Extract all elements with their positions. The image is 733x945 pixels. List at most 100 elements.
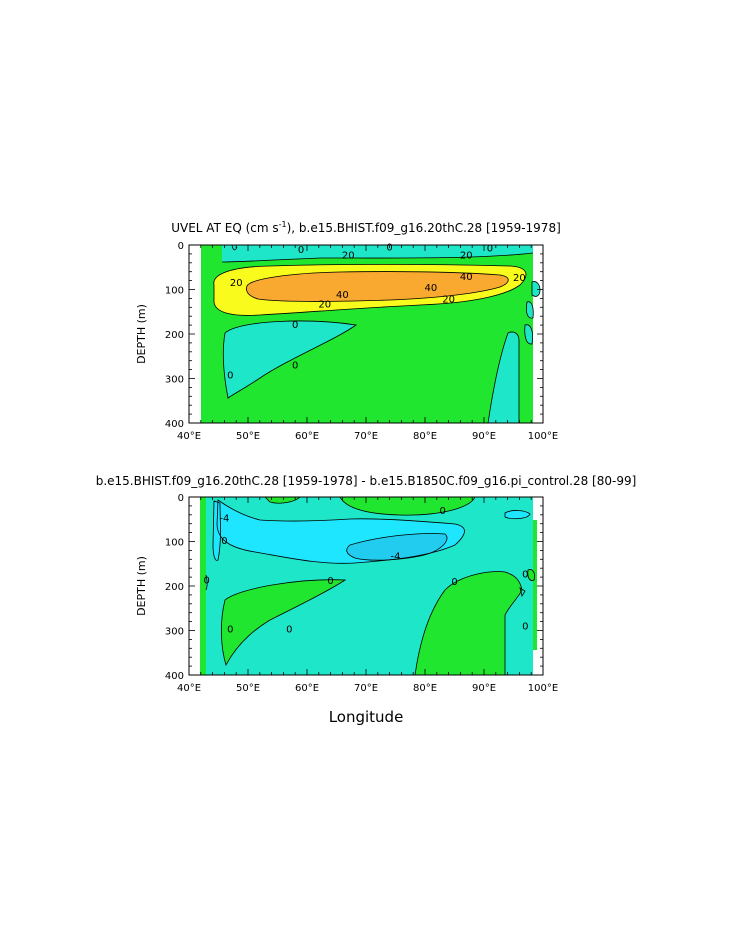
contour-label: 20 <box>442 294 455 305</box>
bottom-axes: 40°E 50°E 60°E 70°E 80°E 90°E 100°E 0 100 200 300 4… <box>165 493 558 694</box>
x-tick-label: 40°E <box>177 683 201 694</box>
top-axes: 40°E 50°E 60°E 70°E 80°E 90°E 100°E01002003004… <box>165 241 558 442</box>
contour-label: 40 <box>460 272 473 283</box>
bottom-panel-title: b.e15.BHIST.f09_g16.20thC.28 [1959-1978]… <box>96 474 637 488</box>
top-contour-40 <box>246 271 509 302</box>
bottom-fill-east-land <box>533 652 543 675</box>
x-tick-label: 80°E <box>413 683 437 694</box>
bottom-contour-0-margin <box>527 569 536 581</box>
bottom-fill-surface-positive-b <box>340 497 475 516</box>
top-title-suffix: ), b.e15.BHIST.f09_g16.20thC.28 [1959-19… <box>287 221 561 235</box>
contour-label: 0 <box>227 370 233 381</box>
top-contour-20 <box>213 264 527 316</box>
top-fill-east-blob-c <box>524 324 533 345</box>
contour-label: 20 <box>342 251 355 262</box>
bottom-fill-east-margin-a <box>527 569 535 581</box>
top-title-prefix: UVEL AT EQ (cm s <box>171 221 278 235</box>
contour-label: 20 <box>513 273 526 284</box>
bottom-contour-labels: -4 0 -4 0 0 0 0 0 0 0 0 <box>204 506 529 636</box>
top-contour-labels: 0 0 0 20 20 20 20 20 20 40 40 40 0 0 0 <box>227 243 526 382</box>
bottom-fill-surface-positive-a <box>265 497 300 504</box>
contour-label: 20 <box>318 300 331 311</box>
contour-label: -4 <box>219 513 229 524</box>
top-contour-0-surface <box>221 252 534 263</box>
bottom-contour-0-surface <box>339 497 476 516</box>
x-tick-label: 90°E <box>472 431 496 442</box>
contour-label: 0 <box>522 569 528 580</box>
top-contour-0-blob-c <box>524 324 533 345</box>
bottom-contour-0-nw <box>205 574 208 591</box>
x-tick-label: 80°E <box>413 431 437 442</box>
contour-label: 0 <box>286 625 292 636</box>
bottom-contour-core <box>346 533 448 561</box>
bottom-fill-deep-positive-east <box>415 571 522 675</box>
contour-label: 0 <box>440 506 446 517</box>
bottom-contour-fills <box>189 497 543 675</box>
x-tick-label: 50°E <box>236 683 260 694</box>
x-tick-label: 50°E <box>236 431 260 442</box>
top-fill-east-land <box>533 400 543 423</box>
bottom-contour-0-triangle <box>519 587 526 598</box>
contour-label: 0 <box>221 536 227 547</box>
contour-label: 40 <box>425 283 438 294</box>
bottom-contour-east-small <box>504 510 531 520</box>
x-tick-label: 70°E <box>354 683 378 694</box>
y-tick-label: 100 <box>165 286 184 297</box>
top-contour-0-nw <box>231 245 238 251</box>
y-tick-label: 100 <box>165 538 184 549</box>
contour-label: 0 <box>451 577 457 588</box>
bottom-contour-0-west <box>220 579 347 667</box>
top-contour-0-west <box>222 320 358 399</box>
top-contour-0-east <box>487 331 520 423</box>
contour-label: 0 <box>487 244 493 255</box>
top-contour-0-blob-b <box>525 301 534 319</box>
contour-label: 0 <box>292 320 298 331</box>
bottom-contour-minus4-west <box>212 500 221 561</box>
top-fill-east-blob-a <box>532 281 540 297</box>
contour-label: 20 <box>230 278 243 289</box>
contour-label: 0 <box>386 243 392 254</box>
top-fill-deep-negative-east <box>488 331 519 423</box>
top-fill-jet-40 <box>246 271 509 302</box>
bottom-contour-minus4 <box>216 499 465 564</box>
top-panel: UVEL AT EQ (cm s-1), b.e15.BHIST.f09_g16… <box>135 220 561 442</box>
bottom-contour-0-east <box>414 571 523 675</box>
contour-label: -4 <box>391 552 401 563</box>
bottom-fill-deep-positive-west <box>221 579 345 665</box>
contour-label: 0 <box>204 576 210 587</box>
y-tick-label: 300 <box>165 375 184 386</box>
contour-label: 0 <box>227 625 233 636</box>
bottom-fill-below-minus4-b <box>505 510 530 519</box>
x-tick-label: 70°E <box>354 431 378 442</box>
x-tick-label: 40°E <box>177 431 201 442</box>
y-tick-label: 0 <box>178 493 184 504</box>
top-contour-fills <box>189 245 543 423</box>
top-fill-surface-negative <box>222 245 533 262</box>
x-tick-label: 100°E <box>528 431 558 442</box>
y-tick-label: 200 <box>165 582 184 593</box>
top-fill-deep-negative-west <box>223 321 356 398</box>
contour-label: 0 <box>327 576 333 587</box>
bottom-contour-0-surface-small <box>264 497 301 504</box>
y-tick-label: 300 <box>165 627 184 638</box>
y-tick-label: 0 <box>178 241 184 252</box>
bottom-fill-west-strip <box>200 497 206 675</box>
contour-label: 0 <box>522 622 528 633</box>
contour-label: 20 <box>460 251 473 262</box>
x-tick-label: 60°E <box>295 683 319 694</box>
top-ylabel: DEPTH (m) <box>135 304 148 364</box>
bottom-fill-core <box>346 533 448 561</box>
y-tick-label: 400 <box>165 419 184 430</box>
contour-label: 40 <box>336 290 349 301</box>
bottom-fill-east-margin-b <box>533 520 537 650</box>
x-tick-label: 90°E <box>472 683 496 694</box>
bottom-fill-below-minus4-c <box>213 501 221 561</box>
bottom-xlabel: Longitude <box>329 708 404 726</box>
x-tick-label: 60°E <box>295 431 319 442</box>
top-fill-east-blob-b <box>526 301 534 319</box>
bottom-panel: b.e15.BHIST.f09_g16.20thC.28 [1959-1978]… <box>96 474 637 726</box>
top-contour-0-blob-a <box>531 281 541 297</box>
y-tick-label: 200 <box>165 330 184 341</box>
top-panel-title: UVEL AT EQ (cm s-1), b.e15.BHIST.f09_g16… <box>171 220 561 235</box>
